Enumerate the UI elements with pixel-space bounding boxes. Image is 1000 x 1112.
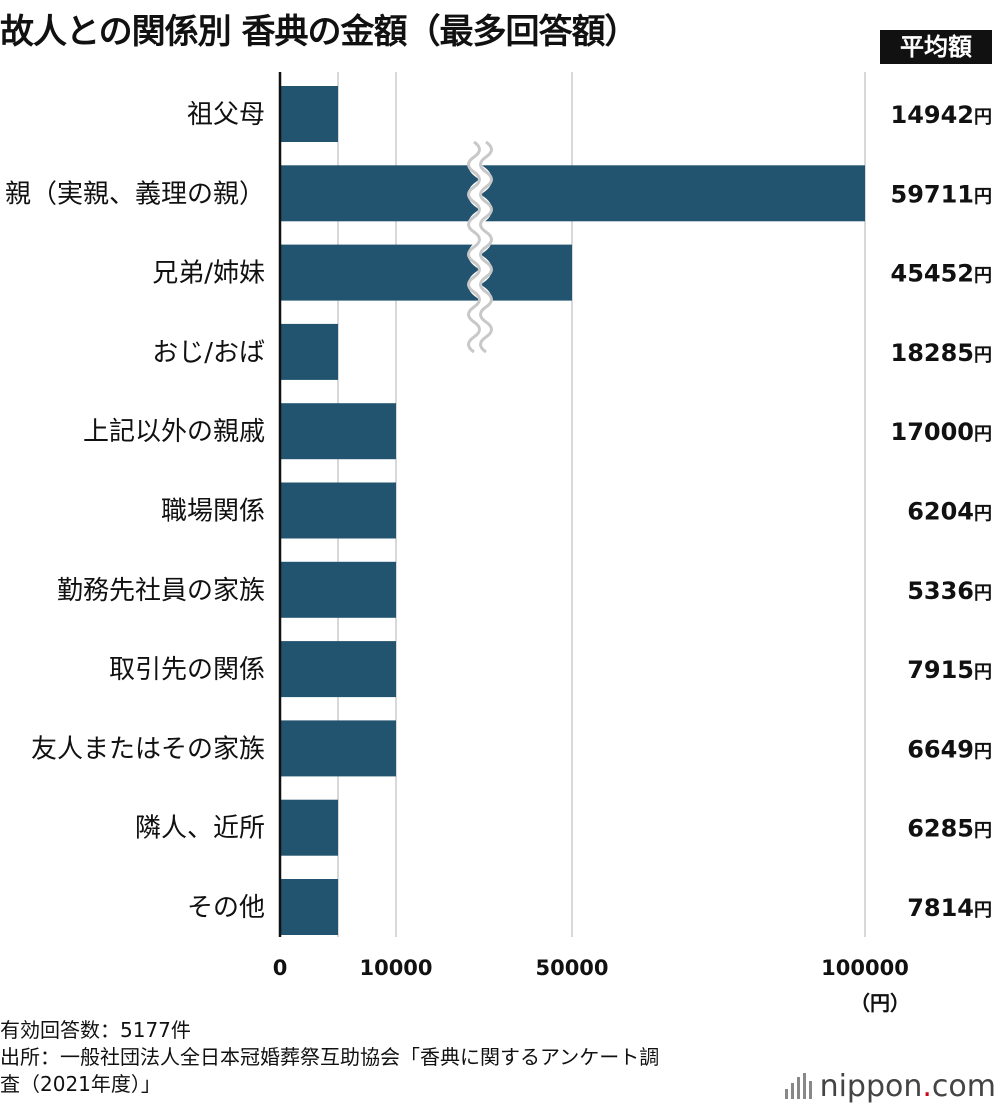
bar-4 [280, 403, 396, 460]
category-label: 職場関係 [161, 497, 265, 527]
average-value-label: 5336円 [907, 577, 992, 605]
bar-7 [280, 641, 396, 698]
average-value-label: 14942円 [891, 101, 993, 129]
category-label: 上記以外の親戚 [83, 417, 265, 447]
axis-break-line-right [479, 140, 493, 354]
bar-8 [280, 720, 396, 777]
footnote-line-source: 出所：一般社団法人全日本冠婚葬祭互助協会「香典に関するアンケート調 [0, 1045, 660, 1069]
x-tick-label: 10000 [359, 956, 432, 980]
bar-2 [280, 244, 572, 301]
category-label: 親（実親、義理の親） [5, 179, 265, 209]
brand-mark-icon [784, 1073, 812, 1099]
footnote: 有効回答数：5177件 出所：一般社団法人全日本冠婚葬祭互助協会「香典に関するア… [0, 1017, 770, 1098]
brand-dot: . [922, 1068, 932, 1104]
brand-logo: nippon. com [770, 1066, 996, 1106]
category-label: 取引先の関係 [109, 655, 265, 685]
average-value-label: 7915円 [907, 656, 992, 684]
average-column-header: 平均額 [880, 30, 992, 64]
average-value-label: 17000円 [891, 418, 993, 446]
average-value-label: 45452円 [891, 260, 993, 288]
x-axis-unit-label: （円） [850, 991, 910, 1015]
category-label: 兄弟/姉妹 [152, 259, 265, 289]
category-label: 隣人、近所 [135, 814, 265, 844]
chart-title: 故人との関係別 香典の金額（最多回答額） [0, 12, 639, 52]
x-tick-label: 50000 [535, 956, 608, 980]
bar-1 [280, 165, 865, 222]
category-label: 祖父母 [187, 100, 265, 130]
category-label: その他 [187, 893, 265, 923]
brand-suffix: com [931, 1068, 996, 1104]
footnote-line-responses: 有効回答数：5177件 [0, 1018, 191, 1042]
bar-10 [280, 879, 338, 935]
axis-break-line-left [467, 140, 481, 354]
x-tick-label: 0 [273, 956, 288, 980]
footnote-line-source-cont: 査（2021年度）」 [0, 1072, 161, 1096]
average-value-label: 59711円 [891, 180, 993, 208]
bar-3 [280, 323, 338, 380]
average-value-label: 6204円 [907, 498, 992, 526]
bar-9 [280, 799, 338, 856]
bar-5 [280, 482, 396, 539]
average-value-label: 18285円 [891, 339, 993, 367]
brand-name: nippon [819, 1068, 923, 1104]
axis-break-gap [468, 136, 492, 358]
category-label: おじ/おば [152, 338, 265, 368]
category-label: 友人またはその家族 [31, 734, 265, 764]
average-value-label: 6285円 [907, 815, 992, 843]
average-value-label: 6649円 [907, 735, 992, 763]
bar-6 [280, 561, 396, 618]
average-value-label: 7814円 [907, 894, 992, 922]
bar-0 [280, 86, 338, 142]
category-label: 勤務先社員の家族 [57, 576, 265, 606]
x-tick-label: 100000 [821, 956, 909, 980]
